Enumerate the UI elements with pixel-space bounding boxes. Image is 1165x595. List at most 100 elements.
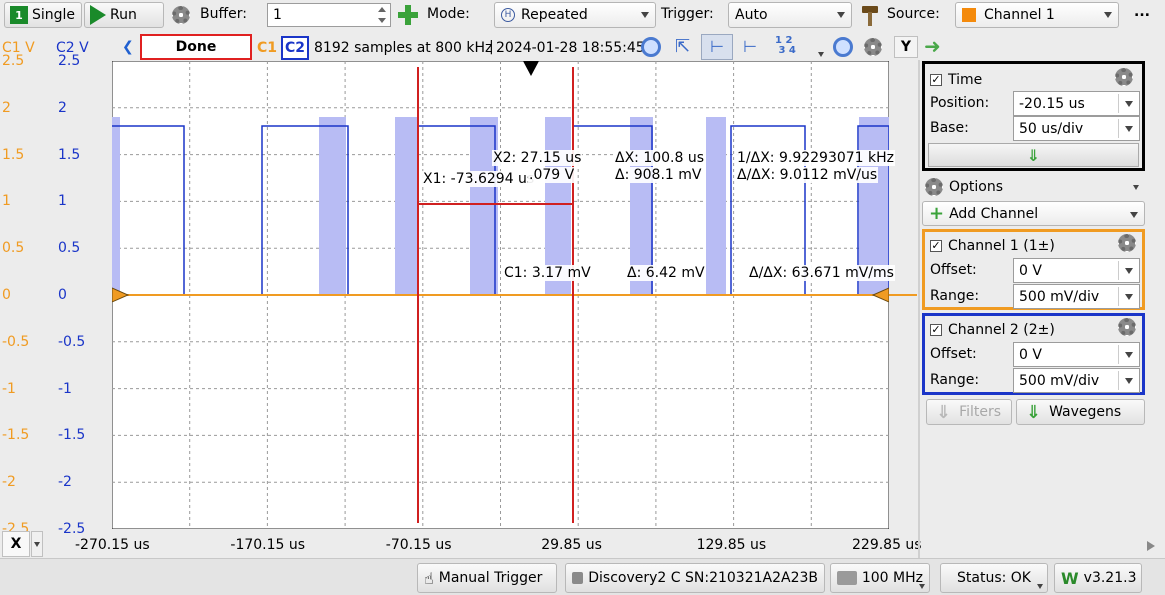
signal-shade-band bbox=[112, 117, 120, 295]
plus-icon[interactable] bbox=[398, 5, 418, 25]
channel1-panel: ✓ Channel 1 (1±) Offset: 0 V Range: 500 … bbox=[922, 229, 1145, 310]
c2-y-tick-label: 0 bbox=[58, 287, 67, 303]
dropdown-arrow-icon[interactable] bbox=[818, 52, 824, 57]
play-icon bbox=[90, 5, 106, 25]
c2-y-tick-label: 0.5 bbox=[58, 240, 81, 257]
horizontal-cursor-icon[interactable]: ⊢ bbox=[701, 34, 733, 60]
oscilloscope-plot[interactable] bbox=[112, 61, 889, 529]
c1-y-tick-label: 2 bbox=[2, 99, 11, 116]
scope-settings-gear-icon[interactable] bbox=[864, 38, 882, 56]
channel1-trace-extension bbox=[889, 294, 917, 296]
c1-axis-header: C1 V bbox=[2, 40, 35, 56]
source-label: Source: bbox=[887, 6, 940, 22]
options-row[interactable]: Options bbox=[922, 176, 1145, 198]
hand-icon: ☝ bbox=[424, 568, 434, 588]
mode-icon: H bbox=[501, 8, 515, 22]
position-input[interactable]: -20.15 us bbox=[1013, 91, 1140, 116]
options-gear-icon bbox=[925, 178, 943, 196]
base-label: Base: bbox=[930, 120, 969, 136]
manual-trigger-button[interactable]: ☝ Manual Trigger bbox=[417, 563, 557, 593]
c2-y-tick-label: -2.5 bbox=[58, 521, 86, 537]
wavegens-button[interactable]: ⇓ Wavegens bbox=[1016, 399, 1145, 425]
slope-readout: Δ/ΔX: 9.0112 mV/us bbox=[736, 167, 879, 183]
y-axis-button[interactable]: Y bbox=[894, 36, 918, 58]
c1-y-tick-label: 0.5 bbox=[2, 240, 25, 257]
x-axis-scroll-marker[interactable] bbox=[1147, 541, 1155, 551]
time-settings-gear-icon[interactable] bbox=[1115, 68, 1133, 86]
add-channel-button[interactable]: + Add Channel bbox=[922, 201, 1145, 226]
run-button[interactable]: Run bbox=[84, 2, 164, 28]
time-panel: ✓ Time Position: -20.15 us Base: 50 us/d… bbox=[922, 61, 1145, 171]
measure-lines-icon[interactable]: ⊢ bbox=[743, 37, 757, 56]
c1-delta-readout: Δ: 6.42 mV bbox=[626, 265, 706, 281]
trigger-select[interactable]: Auto bbox=[728, 2, 852, 28]
channel2-range-select[interactable]: 500 mV/div bbox=[1013, 368, 1140, 393]
buffer-input[interactable]: 1 bbox=[267, 3, 391, 27]
cursor-icon[interactable]: ⇱ bbox=[675, 36, 691, 57]
delta-v-readout: Δ: 908.1 mV bbox=[614, 167, 703, 183]
channel1-checkbox[interactable]: ✓ bbox=[930, 239, 942, 252]
channel1-range-select[interactable]: 500 mV/div bbox=[1013, 284, 1140, 309]
zoom-out-icon[interactable] bbox=[833, 37, 853, 57]
x-tick-label: 229.85 us bbox=[852, 537, 922, 553]
x-tick-label: 29.85 us bbox=[541, 537, 602, 553]
c2-y-tick-label: 1.5 bbox=[58, 146, 81, 163]
single-button-label: Single bbox=[32, 7, 76, 23]
channel2-settings-gear-icon[interactable] bbox=[1118, 318, 1136, 336]
c1-y-tick-label: 1.5 bbox=[2, 146, 25, 163]
c1-y-tick-label: -1 bbox=[2, 380, 16, 397]
c2-y-tick-label: 2 bbox=[58, 99, 67, 116]
delta-x-readout: ΔX: 100.8 us bbox=[614, 150, 706, 166]
version-button[interactable]: W v3.21.3 bbox=[1054, 563, 1142, 593]
c1-tag[interactable]: C1 bbox=[257, 40, 278, 56]
x-axis-dropdown-button[interactable] bbox=[31, 531, 43, 557]
signal-shade-band bbox=[706, 117, 726, 295]
filters-button[interactable]: ⇓ Filters bbox=[926, 399, 1012, 425]
collapse-panel-icon[interactable]: ➜ bbox=[924, 34, 941, 58]
time-title: Time bbox=[948, 72, 983, 88]
channel2-offset-input[interactable]: 0 V bbox=[1013, 342, 1140, 367]
chip-icon bbox=[837, 571, 857, 585]
c2-tag[interactable]: C2 bbox=[281, 36, 309, 60]
c2-y-tick-label: -0.5 bbox=[58, 333, 86, 350]
channel2-checkbox[interactable]: ✓ bbox=[930, 323, 942, 336]
signal-shade-band bbox=[395, 117, 419, 295]
mode-select[interactable]: H Repeated bbox=[494, 2, 656, 28]
cursor-x2-readout: X2: 27.15 us bbox=[492, 150, 583, 166]
frequency-readout: 1/ΔX: 9.92293071 kHz bbox=[736, 150, 896, 166]
spin-up-icon[interactable] bbox=[378, 7, 386, 12]
timestamp: 2024-01-28 18:55:45 bbox=[496, 40, 645, 56]
channel2-title: Channel 2 (2±) bbox=[948, 322, 1055, 338]
more-menu[interactable]: ... bbox=[1134, 4, 1150, 20]
c1-readout: C1: 3.17 mV bbox=[503, 265, 592, 281]
time-expand-button[interactable]: ⇓ bbox=[928, 143, 1139, 167]
cursor-numbers-icon[interactable]: 1 2 3 4 bbox=[775, 35, 796, 56]
cursor-x1-readout: X1: -73.6294 us bbox=[422, 171, 536, 187]
clock-button[interactable]: 100 MHz bbox=[830, 563, 930, 593]
x-axis-button[interactable]: X bbox=[2, 531, 30, 557]
zoom-icon[interactable] bbox=[641, 37, 661, 57]
separator-bar: | bbox=[489, 39, 494, 55]
channel1-color-swatch bbox=[962, 8, 976, 22]
device-button[interactable]: Discovery2 C SN:210321A2A23B bbox=[565, 563, 825, 593]
arrow-down-icon: ⇓ bbox=[1026, 145, 1041, 165]
base-select[interactable]: 50 us/div bbox=[1013, 116, 1140, 141]
channel1-range-label: Range: bbox=[930, 288, 980, 304]
plus-icon: + bbox=[929, 202, 945, 224]
source-select[interactable]: Channel 1 bbox=[955, 2, 1119, 28]
channel1-right-marker bbox=[871, 287, 889, 303]
gear-icon[interactable] bbox=[172, 6, 190, 24]
channel1-title: Channel 1 (1±) bbox=[948, 238, 1055, 254]
status-badge: Done bbox=[140, 34, 252, 60]
arrow-down-icon: ⇓ bbox=[1026, 401, 1042, 423]
channel1-offset-input[interactable]: 0 V bbox=[1013, 258, 1140, 283]
panel-divider[interactable] bbox=[918, 60, 920, 558]
chevron-left-icon[interactable]: ❮ bbox=[122, 39, 134, 55]
hammer-icon[interactable] bbox=[860, 4, 880, 26]
status-indicator[interactable]: Status: OK bbox=[940, 563, 1048, 593]
single-button[interactable]: 1 Single bbox=[4, 2, 82, 28]
time-checkbox[interactable]: ✓ bbox=[930, 73, 942, 86]
channel1-settings-gear-icon[interactable] bbox=[1118, 234, 1136, 252]
spin-down-icon[interactable] bbox=[378, 18, 386, 23]
x-tick-label: 129.85 us bbox=[696, 537, 767, 553]
